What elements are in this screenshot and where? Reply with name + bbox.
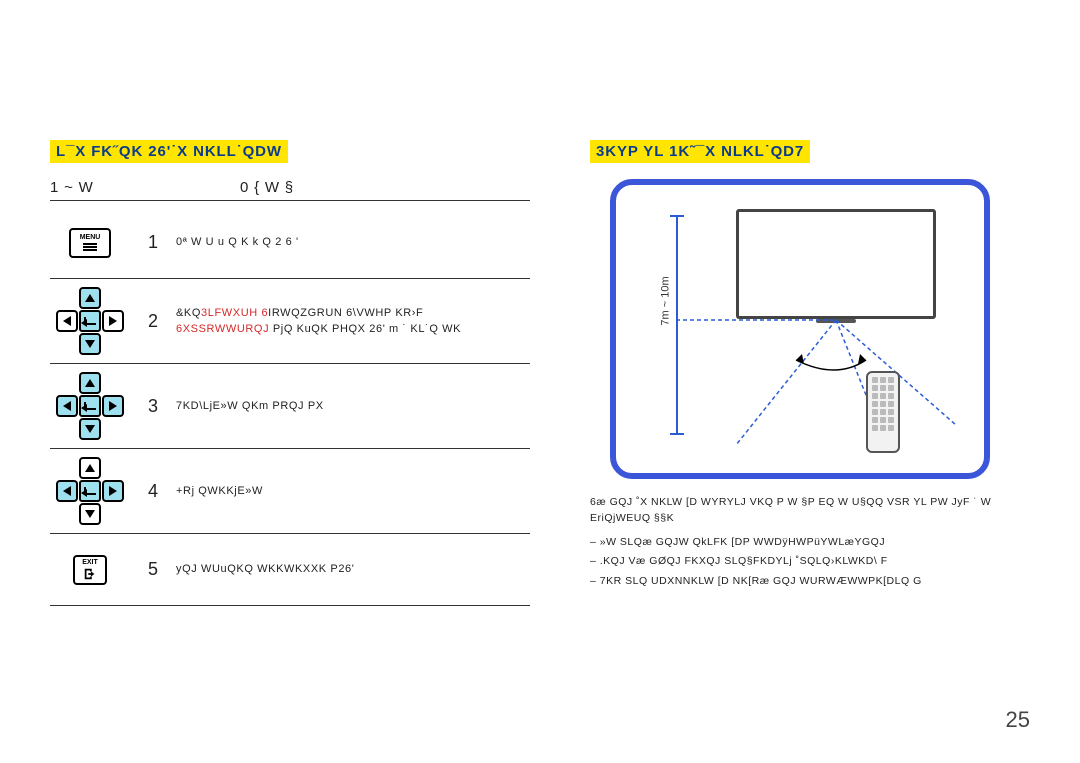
table-row: 4 +Rj QWKKjE»W (50, 449, 530, 534)
right-heading: 3KYP YL 1K˜¯X NLKL˙QD7 (590, 140, 810, 163)
step-number: 2 (142, 311, 164, 332)
notes-lead: 6æ GQJ ˚X NKLW [D WYRYLJ VKQ P W §P EQ W… (590, 495, 1010, 527)
dimension-line (676, 215, 678, 435)
page-number: 25 (1006, 707, 1030, 733)
step-number: 5 (142, 559, 164, 580)
table-header: 1 ~ W 0 { W § (50, 179, 530, 201)
notes-block: 6æ GQJ ˚X NKLW [D WYRYLJ VKQ P W §P EQ W… (590, 495, 1010, 590)
table-row: EXIT 5 yQJ WUuQKQ WKKWKXXK P26' (50, 534, 530, 606)
list-item: .KQJ Væ GØQJ FKXQJ SLQ§FKDYLj ˚SQLQ›KLWK… (590, 554, 1010, 570)
step-text: &KQ3LFWXUH 6IRWQZGRUN 6\VWHP KR›F 6XSSRW… (176, 305, 530, 338)
col-action-header: 0 { W § (240, 179, 294, 196)
list-item: 7KR SLQ UDXNNKLW [D NK[Ræ GQJ WURWÆWWPK[… (590, 574, 1010, 590)
col-button-header: 1 ~ W (50, 179, 240, 196)
table-row: 2 &KQ3LFWXUH 6IRWQZGRUN 6\VWHP KR›F 6XSS… (50, 279, 530, 364)
step-text: 7KD\LjE»W QKm PRQJ PX (176, 398, 530, 415)
list-item: »W SLQæ GQJW QkLFK [DP WWDÿHWPüYWLæYGQJ (590, 535, 1010, 551)
remote-distance-diagram: 7m ~ 10m (610, 179, 990, 479)
step-number: 3 (142, 396, 164, 417)
table-row: MENU 1 0ª W U u Q K k Q 2 6 ' (50, 207, 530, 279)
step-text: 0ª W U u Q K k Q 2 6 ' (176, 234, 530, 251)
step-number: 4 (142, 481, 164, 502)
dpad-horizontal-icon (56, 457, 124, 525)
step-text: yQJ WUuQKQ WKKWKXXK P26' (176, 561, 530, 578)
dpad-all-icon (56, 372, 124, 440)
table-row: 3 7KD\LjE»W QKm PRQJ PX (50, 364, 530, 449)
left-heading: L¯X FK˝QK 26'˙X NKLL˙QDW (50, 140, 288, 163)
step-number: 1 (142, 232, 164, 253)
distance-label: 7m ~ 10m (660, 276, 672, 325)
menu-button-icon: MENU (69, 228, 111, 258)
exit-button-icon: EXIT (73, 555, 107, 585)
dpad-vertical-icon (56, 287, 124, 355)
step-text: +Rj QWKKjE»W (176, 483, 530, 500)
remote-icon (866, 371, 900, 453)
